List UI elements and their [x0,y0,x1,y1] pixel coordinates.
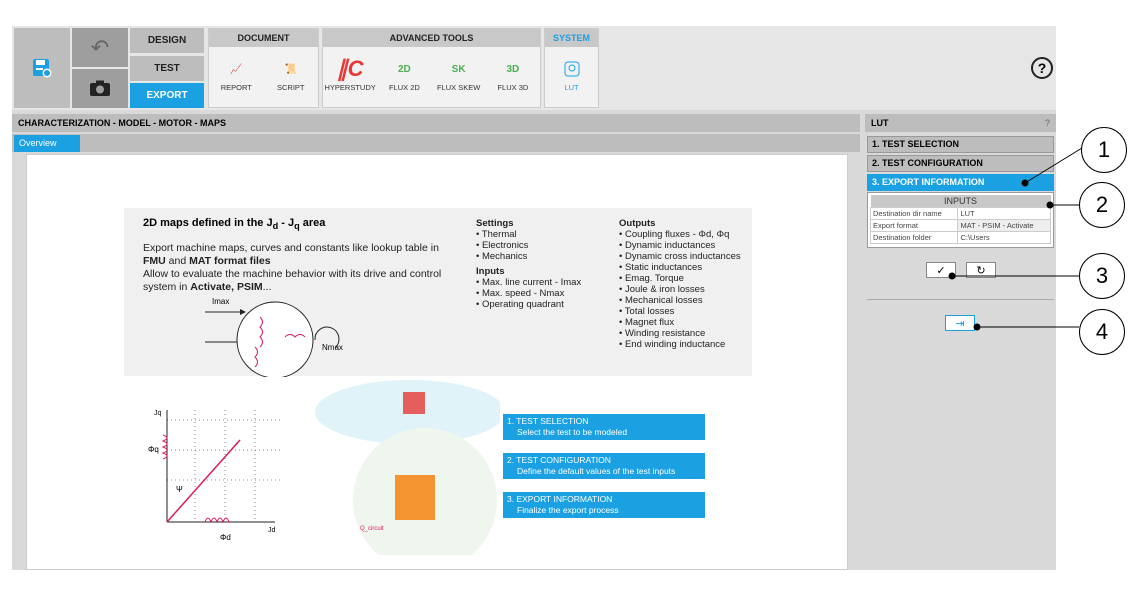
mode-export[interactable]: EXPORT [130,83,204,108]
inputs-title: INPUTS [870,195,1051,207]
fluxskew-icon: SK [451,63,466,75]
phid-label: Φd [220,533,231,542]
mode-design[interactable]: DESIGN [130,28,204,53]
lut-button[interactable]: LUT [546,55,598,92]
flux2d-label: FLUX 2D [388,83,420,92]
right-panel-help[interactable]: ? [1044,118,1050,128]
step-test-selection[interactable]: 1. TEST SELECTION [867,136,1054,153]
export-icon: ⇥ [955,317,965,330]
help-button[interactable]: ? [1031,57,1053,79]
check-icon: ✓ [936,264,946,277]
hyperstudy-button[interactable]: ∥C HYPERSTUDY [324,55,376,92]
flux3d-button[interactable]: 3D FLUX 3D [487,55,539,93]
tab-bar [12,134,860,152]
flux3d-icon: 3D [506,63,520,75]
export-format-field[interactable]: MAT - PSIM - Activate [957,218,1051,232]
motor-diagram: Imax Nmax [205,297,343,377]
mode-test[interactable]: TEST [130,56,204,81]
reset-icon: ↻ [976,264,986,277]
lut-icon [562,55,582,83]
table-row: Export format MAT - PSIM - Activate [869,218,1051,232]
psi-label: Ψ [176,485,183,494]
table-row: Destination dir name LUT [869,206,1051,220]
script-label: SCRIPT [276,83,305,92]
system-group: SYSTEM LUT [544,28,599,108]
fluxskew-button[interactable]: SK FLUX SKEW [433,55,485,93]
document-group: DOCUMENT 📈 REPORT 📜 SCRIPT [208,28,319,108]
callout-2: 2 [1079,182,1125,228]
hyperstudy-label: HYPERSTUDY [324,83,376,92]
step-export-information[interactable]: 3. EXPORT INFORMATION [867,174,1054,191]
phiq-label: Φq [148,445,159,454]
nmax-label: Nmax [322,343,343,352]
report-icon: 📈 [230,63,243,75]
right-panel-header: LUT? [865,114,1056,132]
divider [867,299,1054,300]
destination-folder-field[interactable]: C:\Users [957,230,1051,244]
script-icon: 📜 [284,63,297,75]
breadcrumb: CHARACTERIZATION - MODEL - MOTOR - MAPS [12,114,860,132]
apply-button[interactable]: ✓ [926,262,956,278]
jd-label: Jd [268,527,276,534]
imax-label: Imax [212,297,229,306]
save-button[interactable] [14,28,70,108]
document-group-title: DOCUMENT [209,29,318,47]
overview-step-3: 3. EXPORT INFORMATION Finalize the export… [503,492,705,518]
reset-button[interactable]: ↻ [966,262,996,278]
overview-summary-box [124,208,752,376]
hyperstudy-icon: ∥C [336,56,364,81]
camera-icon [90,80,110,96]
flux2d-button[interactable]: 2D FLUX 2D [378,55,430,93]
row-label: Export format [869,218,959,232]
advanced-tools-title: ADVANCED TOOLS [323,29,540,47]
undo-button[interactable]: ↶ [72,28,128,67]
tab-overview[interactable]: Overview [14,135,80,152]
script-button[interactable]: 📜 SCRIPT [265,55,317,93]
destination-dir-field[interactable]: LUT [957,206,1051,220]
callout-1: 1 [1081,127,1127,173]
settings-list: Settings • Thermal • Electronics • Mechani… [476,218,582,310]
circuit-label: Q_circuit [360,526,384,532]
callout-3: 3 [1079,253,1125,299]
right-panel-title: LUT [871,118,889,128]
overview-step-2: 2. TEST CONFIGURATION Define the default … [503,453,705,479]
fluxskew-label: FLUX SKEW [436,83,481,92]
overview-title: 2D maps defined in the Jd - Jq area [143,217,326,232]
dq-vector-diagram: Φq Φd Jd Jq Ψ Q_circuit [148,380,500,555]
row-label: Destination folder [869,230,959,244]
inputs-table: INPUTS Destination dir name LUT Export fo… [867,192,1054,248]
table-row: Destination folder C:\Users [869,230,1051,244]
flux2d-icon: 2D [397,63,411,75]
lut-label: LUT [564,83,579,92]
undo-icon: ↶ [90,34,110,60]
screenshot-button[interactable] [72,69,128,108]
overview-step-1: 1. TEST SELECTION Select the test to be m… [503,414,705,440]
outputs-list: Outputs • Coupling fluxes - Φd, Φq • Dyna… [619,218,741,350]
save-icon [33,59,52,78]
callout-4: 4 [1079,309,1125,355]
report-button[interactable]: 📈 REPORT [210,55,262,93]
report-label: REPORT [220,83,252,92]
flux3d-label: FLUX 3D [497,83,529,92]
jq-label: Jq [154,410,162,417]
advanced-tools-group: ADVANCED TOOLS ∥C HYPERSTUDY 2D FLUX 2D SK… [322,28,541,108]
export-button[interactable]: ⇥ [945,315,975,331]
row-label: Destination dir name [869,206,959,220]
step-test-configuration[interactable]: 2. TEST CONFIGURATION [867,155,1054,172]
system-title: SYSTEM [545,29,598,47]
overview-description: Export machine maps, curves and constant… [143,242,442,293]
